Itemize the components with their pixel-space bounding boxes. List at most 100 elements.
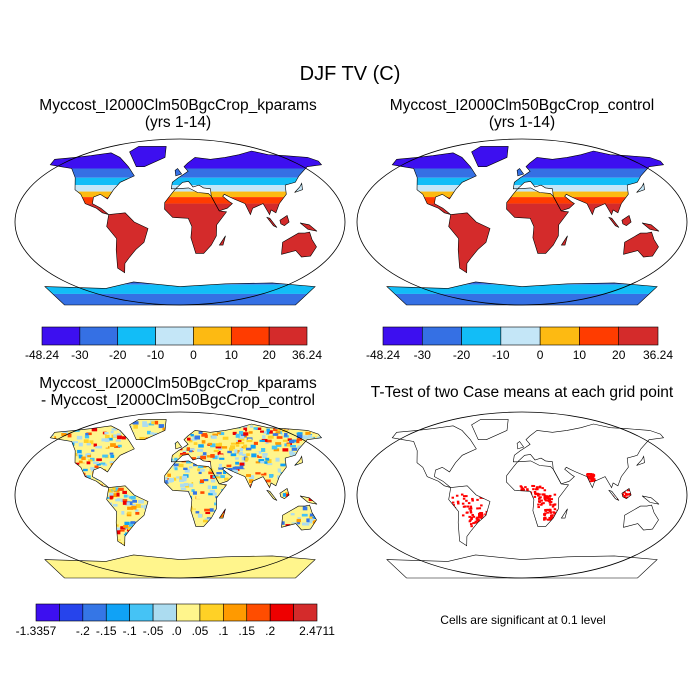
- diff-cell: [35, 472, 40, 475]
- diff-cell: [271, 543, 278, 547]
- diff-cell: [288, 526, 293, 531]
- diff-cell: [298, 422, 302, 426]
- colorbar-panel2-label: -48.24: [365, 348, 401, 362]
- diff-cell: [173, 463, 180, 467]
- diff-cell: [112, 498, 118, 501]
- diff-cell: [304, 447, 311, 451]
- diff-cell: [188, 483, 194, 488]
- panel3-map: [14, 411, 346, 579]
- temperature-band: [44, 284, 322, 294]
- diff-cell: [215, 443, 222, 447]
- diff-cell: [126, 423, 130, 428]
- diff-cell: [287, 487, 293, 490]
- diff-cell: [220, 535, 225, 539]
- significant-cell: [548, 508, 551, 511]
- diff-cell: [59, 532, 64, 536]
- diff-cell: [144, 544, 150, 548]
- diff-cell: [174, 467, 178, 471]
- diff-cell: [272, 517, 278, 520]
- diff-cell: [145, 446, 150, 451]
- diff-cell: [309, 513, 314, 517]
- temperature-band: [386, 203, 664, 278]
- diff-cell: [94, 525, 99, 530]
- coastline-sumatra: [608, 489, 620, 501]
- diff-cell: [44, 521, 48, 525]
- diff-cell: [108, 536, 115, 540]
- diff-cell: [93, 461, 99, 464]
- diff-cell: [308, 531, 313, 534]
- diff-cell: [178, 503, 185, 507]
- diff-cell: [227, 492, 234, 496]
- significant-cell: [483, 519, 486, 522]
- significant-cell: [634, 501, 638, 504]
- diff-cell: [65, 545, 69, 549]
- coastline-australia: [623, 504, 659, 531]
- diff-cell: [331, 507, 337, 511]
- significant-cell: [631, 497, 634, 500]
- diff-cell: [179, 476, 184, 480]
- diff-cell: [307, 535, 312, 539]
- diff-cell: [154, 481, 158, 485]
- diff-cell: [185, 457, 192, 461]
- significant-cell: [469, 523, 473, 526]
- diff-cell: [138, 492, 142, 496]
- diff-cell: [170, 420, 176, 425]
- diff-cell: [282, 477, 288, 481]
- diff-cell: [61, 543, 65, 547]
- significant-cell: [477, 514, 481, 517]
- diff-cell: [179, 429, 184, 434]
- diff-cell: [285, 492, 289, 495]
- diff-cell: [165, 457, 169, 462]
- diff-cell: [135, 527, 141, 530]
- diff-cell: [214, 502, 218, 506]
- diff-cell: [155, 509, 160, 513]
- diff-cell: [110, 477, 116, 481]
- significant-cell: [604, 494, 607, 497]
- diff-cell: [152, 537, 159, 541]
- diff-cell: [104, 432, 109, 435]
- diff-cell: [158, 479, 164, 483]
- diff-cell: [78, 501, 83, 505]
- diff-cell: [243, 513, 249, 517]
- diff-cell: [154, 420, 159, 425]
- diff-cell: [132, 503, 136, 508]
- diff-cell: [103, 473, 109, 477]
- significant-cell: [542, 502, 545, 505]
- significant-cell: [463, 495, 466, 498]
- diff-cell: [170, 516, 175, 519]
- diff-cell: [267, 507, 273, 512]
- diff-cell: [86, 432, 92, 436]
- diff-cell: [290, 452, 296, 456]
- diff-cell: [107, 517, 113, 522]
- diff-cell: [128, 523, 134, 527]
- significant-cell: [457, 502, 460, 505]
- diff-cell: [208, 437, 215, 440]
- colorbar-panel1-box: [230, 326, 270, 346]
- diff-cell: [29, 509, 34, 512]
- diff-cell: [172, 424, 177, 428]
- diff-cell: [327, 513, 330, 517]
- diff-cell: [296, 425, 300, 428]
- diff-cell: [160, 522, 165, 526]
- diff-cell: [77, 520, 81, 523]
- diff-cell: [202, 452, 207, 456]
- significant-cell: [546, 518, 550, 521]
- diff-cell: [114, 445, 120, 448]
- colorbar-diff-label: -.05: [142, 624, 164, 638]
- diff-cell: [217, 513, 224, 516]
- colorbar-panel1-box: [41, 326, 81, 346]
- diff-cell: [309, 515, 313, 519]
- map-border: [356, 411, 688, 579]
- diff-cell: [292, 460, 297, 463]
- significant-cell: [538, 496, 541, 499]
- diff-cell: [138, 499, 144, 504]
- diff-cell: [253, 441, 258, 445]
- significant-cell: [614, 488, 617, 491]
- diff-cell: [56, 419, 61, 423]
- diff-cell: [211, 435, 217, 439]
- diff-cell: [65, 513, 70, 516]
- diff-cell: [147, 447, 152, 450]
- diff-cell: [229, 496, 234, 499]
- coastline-africa: [164, 460, 228, 527]
- diff-cell: [284, 432, 288, 437]
